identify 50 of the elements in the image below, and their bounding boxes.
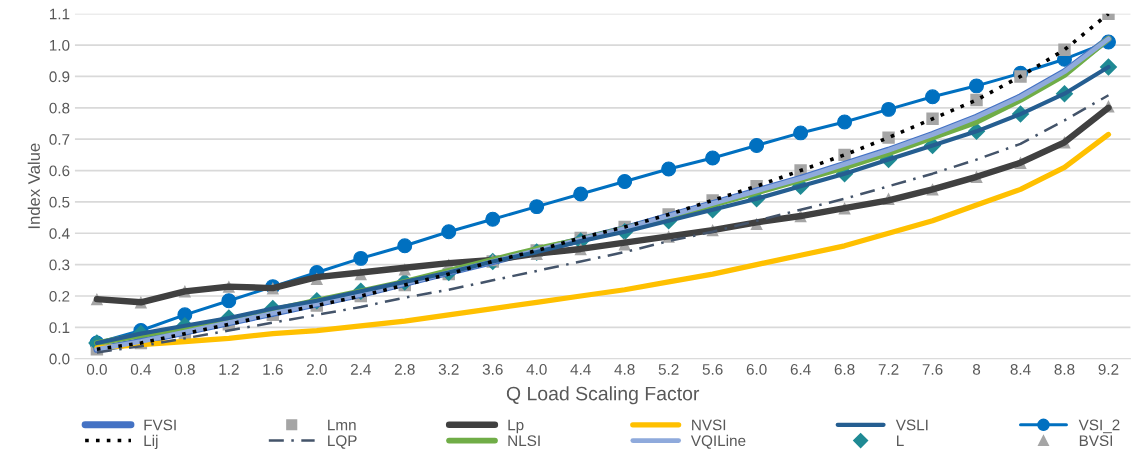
x-tick-label: 2.8 [394,364,415,375]
legend-label: L [897,435,904,446]
x-tick-label: 7.6 [922,364,943,375]
x-tick-label: 6.8 [834,364,855,375]
legend-label: Lij [144,434,158,450]
y-tick-label: 0.3 [49,259,70,271]
x-tick-label: 3.6 [482,364,503,375]
y-tick-label: 0.6 [49,165,70,177]
x-tick-label: 7.2 [878,364,899,375]
legend-label: Lp [508,419,524,434]
x-tick-label: 8 [972,364,981,375]
y-tick-label: 1.0 [49,39,70,51]
x-tick-label: 4.8 [614,364,635,375]
y-tick-label: 0.4 [49,228,70,239]
y-tick-label: 0.9 [49,71,70,83]
x-tick-label: 8.4 [1010,364,1031,375]
y-tick-label: 0.5 [49,196,70,208]
legend-label: VQILine [690,434,746,449]
x-tick-label: 2.4 [350,364,371,375]
x-tick-label: 3.2 [438,364,459,375]
x-tick-label: 4.0 [526,364,547,375]
y-tick-label: 0.7 [49,134,70,145]
x-tick-label: 1.2 [219,364,239,375]
y-tick-label: 0.8 [49,102,70,114]
x-tick-label: 0.4 [130,364,152,375]
y-tick-label: 0.2 [49,290,70,302]
legend-label: VSI_2 [1078,419,1120,434]
x-tick-label: 6.4 [790,364,811,375]
legend-label: Lmn [328,419,356,431]
x-tick-label: 5.2 [658,364,679,375]
x-axis-title: Q Load Scaling Factor [506,386,700,405]
x-tick-label: 5.6 [702,364,723,375]
x-tick-label: 6.0 [746,364,767,375]
x-tick-label: 8.8 [1054,364,1075,375]
legend-label: NVSI [692,419,726,431]
x-tick-label: 0.0 [86,364,107,375]
x-tick-label: 4.4 [570,364,591,375]
y-tick-label: 0.1 [49,322,70,334]
y-tick-label: 0.0 [49,353,70,365]
y-axis-title: Index Value [27,143,40,229]
y-tick-label: 1.1 [49,8,70,20]
legend-label: VSLI [895,419,928,431]
x-tick-label: 0.8 [174,364,195,375]
x-tick-label: 9.2 [1098,364,1119,375]
legend-label: NLSI [508,435,540,447]
x-tick-label: 1.6 [263,364,283,375]
legend-label: FVSI [144,419,176,431]
x-tick-label: 2.0 [306,364,327,375]
legend-label: BVSI [1079,435,1113,447]
legend-label: LQP [328,435,357,449]
